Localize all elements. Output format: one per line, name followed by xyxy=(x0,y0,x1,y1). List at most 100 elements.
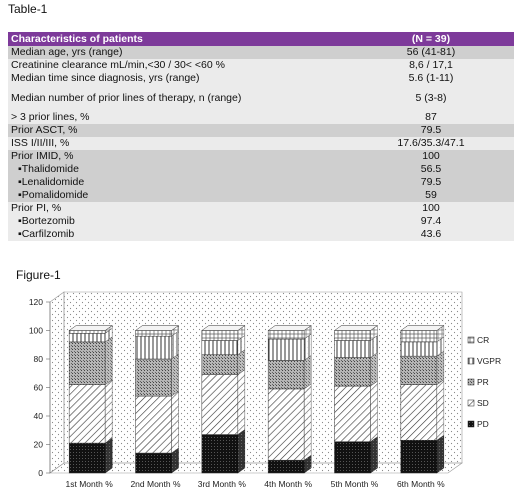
x-tick-label: 3rd Month % xyxy=(198,479,247,489)
bar-vgpr-6 xyxy=(400,341,438,357)
y-tick-label: 0 xyxy=(38,468,43,478)
bar-pd-1 xyxy=(68,442,106,474)
header-characteristics: Characteristics of patients xyxy=(8,32,348,46)
bar-sd-2 xyxy=(135,395,172,454)
table-row: ▪Bortezomib 97.4 xyxy=(8,215,514,228)
bar-sd-4 xyxy=(267,388,305,461)
bar-cr-2 xyxy=(135,330,172,337)
bar-top-2 xyxy=(134,325,180,331)
bar-sd-5 xyxy=(334,385,371,442)
header-n: (N = 39) xyxy=(348,32,514,46)
table-row: ▪Lenalidomide 79.5 xyxy=(8,176,514,189)
bar-side-pr-2 xyxy=(171,353,179,397)
bar-cr-4 xyxy=(267,330,305,340)
bar-pd-3 xyxy=(201,434,239,474)
table-row: Creatinine clearance mL/min,<30 / 30< <6… xyxy=(8,59,514,72)
table-row: ▪Carfilzomib 43.6 xyxy=(8,228,514,241)
row-label: Median number of prior lines of therapy,… xyxy=(8,85,348,111)
legend-swatch-sd xyxy=(467,399,475,407)
bar-side-sd-2 xyxy=(171,390,179,454)
row-label: ▪Carfilzomib xyxy=(8,228,348,241)
bar-side-sd-3 xyxy=(237,369,246,436)
table-row: ▪Thalidomide 56.5 xyxy=(8,163,514,176)
row-label: ISS I/II/III, % xyxy=(8,137,348,150)
row-value: 100 xyxy=(348,150,514,163)
row-value: 56.5 xyxy=(348,163,514,176)
row-value: 5.6 (1-11) xyxy=(348,72,514,85)
legend-swatch-pr xyxy=(467,378,475,386)
legend-swatch-pd xyxy=(467,420,475,428)
row-value: 97.4 xyxy=(348,215,514,228)
y-tick-label: 40 xyxy=(34,411,44,421)
y-tick-label: 20 xyxy=(34,440,44,450)
bar-pr-1 xyxy=(68,341,106,385)
x-tick-label: 5th Month % xyxy=(331,479,379,489)
y-tick-label: 100 xyxy=(29,326,43,336)
bar-pr-3 xyxy=(201,354,239,375)
bar-vgpr-2 xyxy=(135,335,172,360)
row-label: > 3 prior lines, % xyxy=(8,111,348,124)
bar-top-5 xyxy=(333,325,379,331)
table-row: ▪Pomalidomide 59 xyxy=(8,189,514,202)
y-tick-label: 120 xyxy=(29,297,43,307)
bar-side-pr-4 xyxy=(303,354,312,390)
bar-sd-1 xyxy=(68,384,106,444)
row-value: 87 xyxy=(348,111,514,124)
bar-pr-6 xyxy=(400,355,438,385)
bar-side-pd-6 xyxy=(436,434,445,474)
table-row: Prior ASCT, % 79.5 xyxy=(8,124,514,137)
bar-side-sd-4 xyxy=(303,383,312,461)
y-tick-label: 60 xyxy=(34,383,44,393)
bar-side-sd-1 xyxy=(104,379,113,444)
table-caption: Table-1 xyxy=(8,2,48,16)
row-value: 100 xyxy=(348,202,514,215)
bar-cr-3 xyxy=(201,330,239,341)
bar-side-pd-3 xyxy=(237,429,246,474)
bar-sd-6 xyxy=(400,384,438,441)
legend-label-pd: PD xyxy=(477,419,489,429)
row-label: Prior IMID, % xyxy=(8,150,348,163)
row-label: Median age, yrs (range) xyxy=(8,46,348,59)
row-label: ▪Lenalidomide xyxy=(8,176,348,189)
legend-swatch-vgpr xyxy=(467,357,475,365)
bar-top-3 xyxy=(201,325,246,331)
table-row: Prior IMID, % 100 xyxy=(8,150,514,163)
row-label: ▪Bortezomib xyxy=(8,215,348,228)
legend-label-vgpr: VGPR xyxy=(477,356,501,366)
bar-side-pr-5 xyxy=(370,352,378,387)
bar-vgpr-3 xyxy=(201,340,239,355)
row-value: 59 xyxy=(348,189,514,202)
row-label: ▪Thalidomide xyxy=(8,163,348,176)
row-label: Prior ASCT, % xyxy=(8,124,348,137)
bar-cr-6 xyxy=(400,330,438,343)
side-wall xyxy=(49,291,65,474)
bar-side-sd-5 xyxy=(370,380,378,443)
table-header-row: Characteristics of patients (N = 39) xyxy=(8,32,514,46)
table-row: Median time since diagnosis, yrs (range)… xyxy=(8,72,514,85)
legend-swatch-cr xyxy=(467,336,475,344)
row-value: 8,6 / 17,1 xyxy=(348,59,514,72)
row-label: Creatinine clearance mL/min,<30 / 30< <6… xyxy=(8,59,348,72)
bar-pd-2 xyxy=(135,452,172,474)
bar-pd-5 xyxy=(334,441,371,474)
row-label: ▪Pomalidomide xyxy=(8,189,348,202)
patient-characteristics-table: Characteristics of patients (N = 39) Med… xyxy=(8,32,514,241)
row-value: 79.5 xyxy=(348,124,514,137)
x-tick-label: 1st Month % xyxy=(66,479,114,489)
bar-cr-5 xyxy=(334,330,371,341)
x-tick-label: 4th Month % xyxy=(264,479,312,489)
bar-side-pd-5 xyxy=(370,436,378,474)
bar-cr-1 xyxy=(68,330,106,334)
response-stacked-bar-chart: 0 20 40 60 80 100 120 1st Month % 2nd Month % 3rd… xyxy=(29,291,501,489)
bar-vgpr-5 xyxy=(334,340,371,358)
table-row: Median age, yrs (range) 56 (41-81) xyxy=(8,46,514,59)
row-value: 56 (41-81) xyxy=(348,46,514,59)
figure-caption: Figure-1 xyxy=(16,268,61,282)
row-label: Prior PI, % xyxy=(8,202,348,215)
bar-top-4 xyxy=(267,325,312,331)
legend-label-cr: CR xyxy=(477,335,489,345)
table-row: Median number of prior lines of therapy,… xyxy=(8,85,514,111)
bar-side-pr-6 xyxy=(436,350,445,386)
x-tick-label: 6th Month % xyxy=(397,479,445,489)
bar-pd-6 xyxy=(400,439,438,474)
